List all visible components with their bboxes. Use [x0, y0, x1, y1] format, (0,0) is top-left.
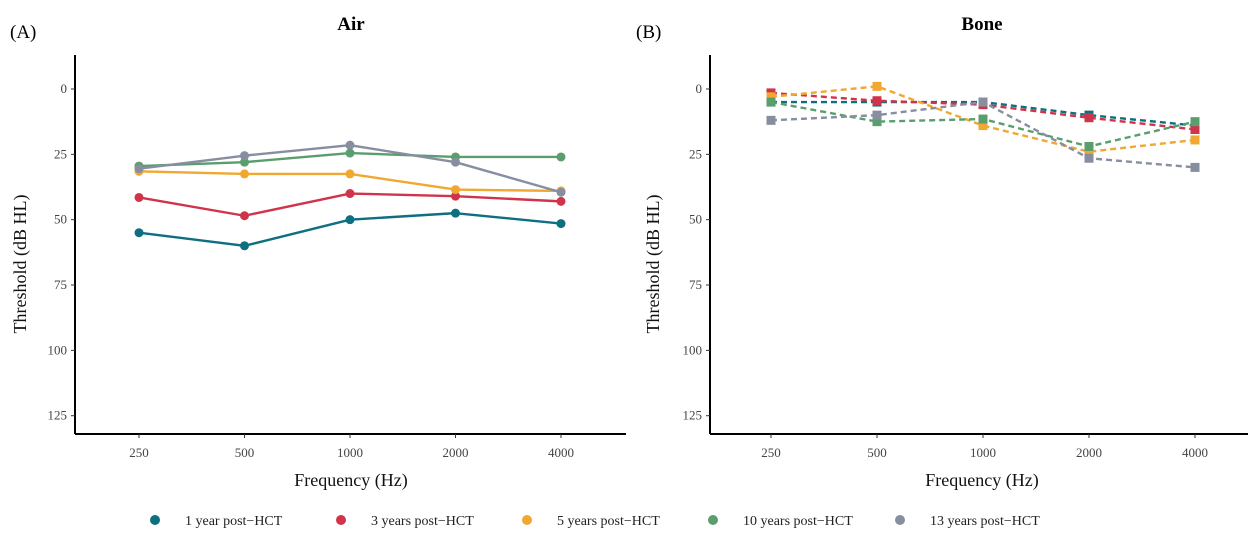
bone-data-point	[1190, 124, 1200, 134]
bone-y-tick-label: 50	[689, 212, 702, 227]
air-x-tick-label: 2000	[443, 445, 469, 460]
air-data-point	[240, 169, 249, 179]
air-data-point	[240, 241, 249, 251]
bone-data-point	[978, 97, 988, 107]
air-data-point	[451, 208, 460, 218]
bone-data-point	[766, 92, 776, 102]
air-y-tick-label: 50	[54, 212, 67, 227]
bone-panel-title: Bone	[961, 14, 1002, 35]
air-data-point	[556, 152, 566, 162]
bone-x-tick-label: 1000	[970, 445, 996, 460]
bone-x-axis-title: Frequency (Hz)	[925, 470, 1038, 491]
bone-data-point	[1084, 153, 1094, 163]
legend-swatch	[336, 515, 346, 525]
bone-data-point	[978, 121, 988, 131]
air-data-point	[556, 187, 566, 197]
air-y-axis-title: Threshold (dB HL)	[10, 195, 31, 334]
bone-series-line-4	[770, 100, 1196, 169]
legend-swatch	[150, 515, 160, 525]
air-data-point	[451, 157, 460, 167]
bone-panel: (B) Bone Frequency (Hz) Threshold (dB HL…	[636, 14, 1248, 491]
legend-label: 10 years post−HCT	[743, 514, 853, 529]
air-x-tick-label: 1000	[337, 445, 363, 460]
legend-label: 3 years post−HCT	[371, 514, 474, 529]
bone-data-point	[1084, 113, 1094, 123]
air-y-tick-label: 25	[54, 146, 67, 161]
air-data-point	[345, 169, 355, 179]
air-data-point	[451, 191, 460, 201]
air-data-point	[345, 189, 355, 199]
air-panel: (A) Air Frequency (Hz) Threshold (dB HL)…	[10, 14, 626, 491]
bone-data-point	[766, 115, 776, 125]
bone-data-point	[978, 114, 988, 124]
bone-data-point	[1190, 117, 1200, 127]
bone-x-tick-label: 250	[761, 445, 781, 460]
air-data-point	[556, 196, 566, 206]
air-data-point	[240, 157, 249, 167]
air-data-point	[240, 151, 249, 161]
air-y-tick-label: 100	[48, 342, 68, 357]
air-x-axis-title: Frequency (Hz)	[294, 470, 407, 491]
bone-y-tick-label: 75	[689, 277, 702, 292]
bone-y-tick-label: 125	[683, 408, 703, 423]
bone-data-point	[872, 117, 882, 127]
air-data-point	[345, 215, 355, 225]
air-y-tick-label: 125	[48, 408, 68, 423]
air-data-point	[556, 219, 566, 229]
bone-data-point	[872, 96, 882, 106]
panel-label-b: (B)	[636, 22, 661, 43]
air-data-point	[240, 211, 249, 221]
air-x-tick-label: 500	[235, 445, 255, 460]
air-data-point	[134, 228, 144, 238]
legend-label: 13 years post−HCT	[930, 514, 1040, 529]
air-data-point	[134, 164, 144, 174]
bone-y-axis-title: Threshold (dB HL)	[643, 195, 664, 334]
bone-data-point	[1190, 162, 1200, 172]
bone-y-tick-label: 100	[683, 342, 703, 357]
air-data-point	[345, 148, 355, 158]
panel-label-a: (A)	[10, 22, 36, 43]
air-plot-marks: 0 25 50 75 100 125 250 500 1000 2000 4000	[48, 81, 575, 460]
bone-data-point	[766, 97, 776, 107]
legend: 1 year post−HCT 3 years post−HCT 5 years p…	[150, 514, 1040, 529]
air-panel-title: Air	[337, 14, 365, 35]
bone-data-point	[872, 81, 882, 91]
air-data-point	[345, 140, 355, 150]
bone-data-point	[1190, 135, 1200, 145]
air-y-tick-label: 75	[54, 277, 67, 292]
legend-label: 5 years post−HCT	[557, 514, 660, 529]
legend-swatch	[708, 515, 718, 525]
bone-x-tick-label: 500	[867, 445, 887, 460]
bone-plot-marks: 0 25 50 75 100 125 250 500 1000 2000 4000	[683, 81, 1209, 460]
legend-label: 1 year post−HCT	[185, 514, 283, 529]
air-y-tick-label: 0	[61, 81, 68, 96]
bone-series-line-2	[770, 85, 1196, 153]
air-data-point	[451, 185, 460, 195]
air-x-tick-label: 250	[129, 445, 149, 460]
bone-y-tick-label: 0	[696, 81, 703, 96]
air-x-tick-label: 4000	[548, 445, 574, 460]
bone-data-point	[1084, 147, 1094, 157]
bone-x-tick-label: 2000	[1076, 445, 1102, 460]
legend-swatch	[522, 515, 532, 525]
legend-swatch	[895, 515, 905, 525]
bone-data-point	[872, 110, 882, 120]
bone-y-tick-label: 25	[689, 146, 702, 161]
bone-data-point	[1084, 141, 1094, 151]
air-data-point	[134, 192, 144, 202]
bone-x-tick-label: 4000	[1182, 445, 1208, 460]
